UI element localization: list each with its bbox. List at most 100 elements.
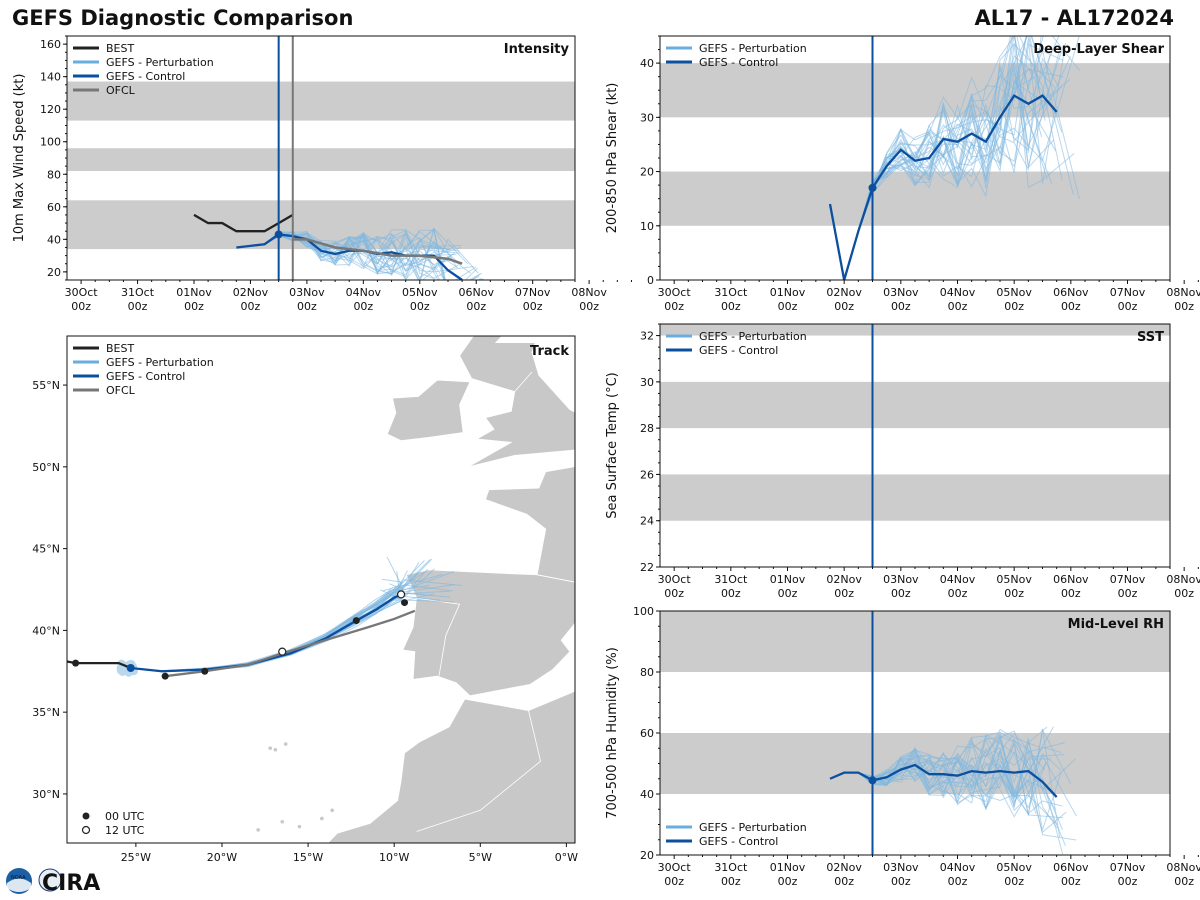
- panel-title: Track: [530, 344, 569, 359]
- legend-label: OFCL: [106, 84, 136, 97]
- y-tick-label: 40: [47, 233, 61, 246]
- marker-legend-12utc: [81, 825, 91, 835]
- position-00utc: [401, 599, 409, 607]
- track-ofcl: [165, 609, 416, 678]
- perturbation-track: [130, 595, 441, 672]
- x-tick-day: 05Nov: [996, 573, 1032, 586]
- x-tick-hour: 00z: [664, 875, 684, 888]
- y-tick-label: 28: [640, 422, 654, 435]
- perturbation-track: [130, 584, 455, 672]
- y-tick-label: 30: [640, 376, 654, 389]
- legend-label: OFCL: [106, 384, 136, 397]
- x-tick-hour: 00z: [410, 300, 430, 313]
- legend-label: GEFS - Control: [106, 70, 185, 83]
- band: [660, 733, 1170, 794]
- perturbation-line: [857, 43, 1055, 232]
- perturbation-line: [857, 36, 1043, 232]
- x-tick-hour: 00z: [1174, 300, 1194, 313]
- panel-title: Mid-Level RH: [1068, 617, 1164, 632]
- x-tick-day: 02Nov: [826, 286, 862, 299]
- plot-frame: [659, 323, 1171, 568]
- y-axis-label: Sea Surface Temp (°C): [605, 372, 620, 519]
- legend-label: GEFS - Perturbation: [699, 42, 807, 55]
- series-gefs-control: [829, 763, 1058, 798]
- y-tick-label: 24: [640, 515, 654, 528]
- y-tick-label: 60: [640, 727, 654, 740]
- x-tick-hour: 00z: [778, 875, 798, 888]
- y-tick-label: 0: [647, 274, 654, 287]
- x-tick-day: 06Nov: [458, 286, 494, 299]
- legend-label: GEFS - Control: [699, 344, 778, 357]
- x-tick-hour: 00z: [523, 300, 543, 313]
- x-tick-day: 04Nov: [940, 286, 976, 299]
- island: [297, 824, 302, 829]
- y-tick-label: 32: [640, 330, 654, 343]
- x-tick-day: 08Nov: [1166, 573, 1200, 586]
- x-tick-day: 30Oct: [65, 286, 99, 299]
- x-tick-hour: 00z: [891, 300, 911, 313]
- plot-area: [660, 36, 1170, 280]
- x-tick-hour: 00z: [71, 300, 91, 313]
- legend-label: GEFS - Perturbation: [699, 330, 807, 343]
- intensity-panel: 2040608010012014016030Oct00z31Oct00z01No…: [12, 35, 632, 313]
- x-tick-label: 5°W: [469, 851, 492, 864]
- x-tick-day: 31Oct: [121, 286, 155, 299]
- x-tick-day: 31Oct: [714, 573, 748, 586]
- x-tick-day: 03Nov: [883, 573, 919, 586]
- y-tick-label: 55°N: [32, 379, 60, 392]
- plot-area: [660, 324, 1170, 521]
- y-tick-label: 60: [47, 201, 61, 214]
- x-tick-hour: 00z: [1118, 587, 1138, 600]
- band: [660, 381, 1170, 429]
- x-tick-hour: 00z: [948, 587, 968, 600]
- x-tick-hour: 00z: [891, 587, 911, 600]
- band: [67, 148, 575, 172]
- noaa-badge-text: NOAA: [11, 875, 26, 881]
- y-tick-label: 140: [40, 71, 61, 84]
- x-tick-hour: 00z: [778, 300, 798, 313]
- x-tick-day: 07Nov: [515, 286, 551, 299]
- x-tick-hour: 00z: [1004, 875, 1024, 888]
- y-tick-label: 20: [47, 266, 61, 279]
- x-tick-day: 06Nov: [1053, 573, 1089, 586]
- position-00utc: [72, 659, 80, 667]
- x-tick-hour: 00z: [948, 875, 968, 888]
- x-tick-day: 30Oct: [658, 573, 692, 586]
- land-ireland: [386, 379, 471, 442]
- perturbation-track: [130, 584, 453, 672]
- x-tick-hour: 00z: [466, 300, 486, 313]
- position-00utc: [201, 667, 209, 675]
- legend-label: GEFS - Control: [699, 835, 778, 848]
- y-tick-label: 50°N: [32, 461, 60, 474]
- marker-legend-00utc: [82, 812, 90, 820]
- land-africa: [327, 690, 575, 843]
- island: [268, 746, 273, 750]
- x-tick-hour: 00z: [184, 300, 204, 313]
- perturbation-line: [858, 758, 1047, 811]
- x-tick-hour: 00z: [721, 300, 741, 313]
- x-tick-hour: 00z: [1174, 587, 1194, 600]
- series-best: [193, 213, 294, 233]
- y-tick-label: 80: [47, 168, 61, 181]
- x-tick-hour: 00z: [1118, 300, 1138, 313]
- legend-label: BEST: [106, 342, 134, 355]
- position-00utc: [352, 617, 360, 625]
- x-tick-hour: 00z: [664, 587, 684, 600]
- y-tick-label: 20: [640, 166, 654, 179]
- x-tick-hour: 00z: [241, 300, 261, 313]
- island: [320, 816, 324, 821]
- perturbation-line: [857, 68, 1064, 232]
- map-frame: [66, 335, 576, 844]
- storm-id: AL17 - AL172024: [974, 6, 1175, 30]
- marker-legend-label: 12 UTC: [105, 824, 145, 837]
- figure-title: GEFS Diagnostic Comparison: [12, 6, 354, 30]
- position-00utc: [161, 672, 169, 680]
- x-tick-label: 20°W: [207, 851, 237, 864]
- band: [660, 611, 1170, 672]
- band: [660, 324, 1170, 336]
- perturbation-line: [858, 734, 1037, 815]
- perturbation-track: [130, 578, 405, 672]
- band: [660, 171, 1170, 226]
- x-tick-day: 01Nov: [770, 286, 806, 299]
